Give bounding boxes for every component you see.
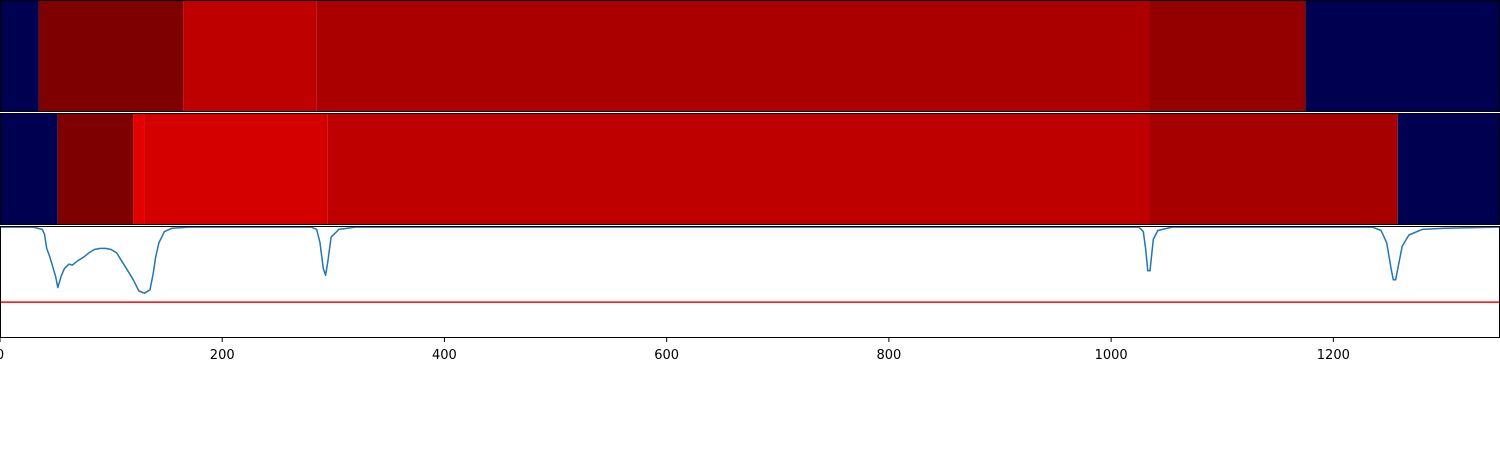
strip-2-segment-0 (0, 113, 58, 225)
signal-panel-background (0, 226, 1500, 338)
signal-line (0, 226, 1500, 294)
x-tick-label-400: 400 (432, 348, 457, 363)
strip-2-segment-3 (144, 113, 328, 225)
heatmap-strip-2 (0, 113, 1500, 225)
strip-1-segment-1 (38, 0, 184, 112)
x-tick-label-200: 200 (210, 348, 235, 363)
signal-panel (0, 226, 1500, 338)
strip-2-segment-5 (1150, 113, 1398, 225)
strip-2-segment-2 (133, 113, 145, 225)
x-tick-label-1200: 1200 (1317, 348, 1350, 363)
strip-1-segment-3 (316, 0, 1151, 112)
strip-1-segment-0 (0, 0, 39, 112)
strip-1-segment-2 (183, 0, 317, 112)
x-axis: 0 200 400 600 800 1000 1200 (0, 338, 1350, 363)
x-tick-label-600: 600 (654, 348, 679, 363)
strip-1-segment-4 (1150, 0, 1306, 112)
strip-1-segment-5 (1305, 0, 1500, 112)
strip-2-segment-6 (1397, 113, 1500, 225)
x-tick-label-800: 800 (876, 348, 901, 363)
heatmap-strip-1 (0, 0, 1500, 112)
x-tick-label-0: 0 (0, 348, 4, 363)
strip-2-segment-1 (57, 113, 134, 225)
x-tick-label-1000: 1000 (1095, 348, 1128, 363)
strip-2-segment-4 (327, 113, 1150, 225)
